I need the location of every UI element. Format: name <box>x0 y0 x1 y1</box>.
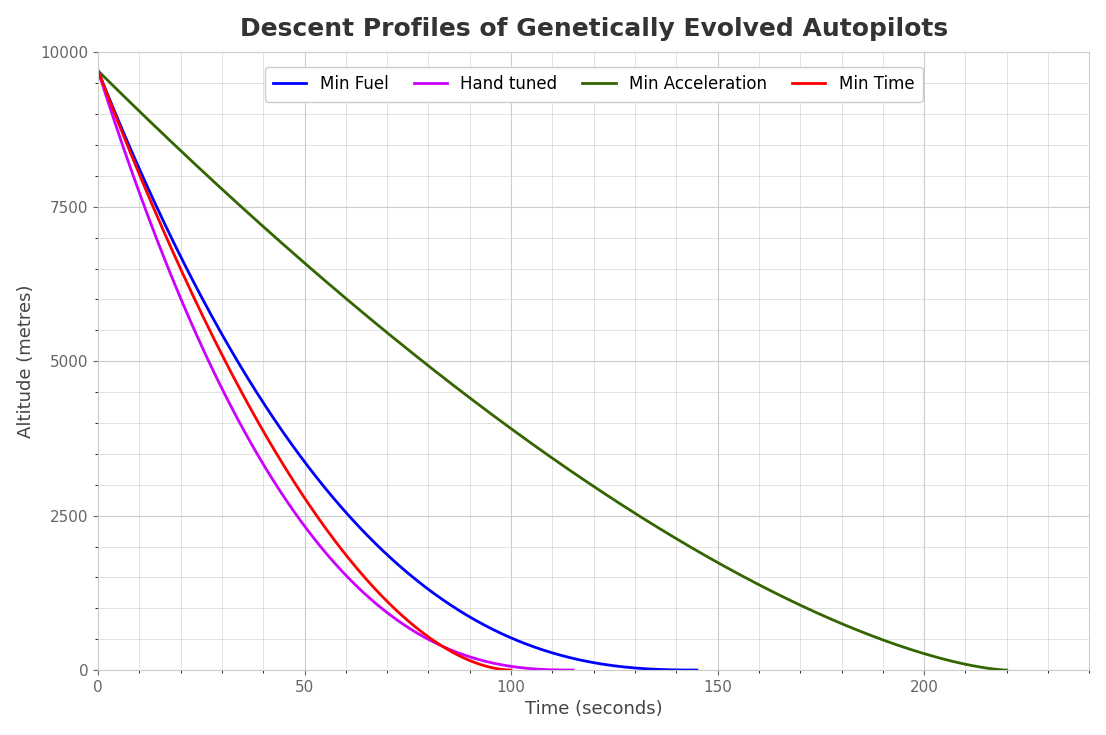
Min Fuel <box>153 208 166 217</box>
Hand tuned <box>140 208 154 217</box>
Min Time <box>504 666 518 675</box>
Min Time <box>134 172 147 181</box>
Hand tuned <box>283 501 296 510</box>
Min Fuel <box>92 66 105 75</box>
Y-axis label: Altitude (metres): Altitude (metres) <box>17 284 34 438</box>
Min Time <box>259 430 272 439</box>
Line: Min Fuel: Min Fuel <box>98 71 697 670</box>
Min Acceleration <box>492 415 505 423</box>
Hand tuned <box>418 633 431 642</box>
Min Fuel <box>570 655 583 664</box>
Min Fuel <box>334 501 347 510</box>
Min Acceleration <box>459 390 472 399</box>
Hand tuned <box>462 652 476 661</box>
Min Time <box>92 66 105 75</box>
Min Acceleration <box>185 156 198 165</box>
Min Fuel <box>690 666 703 675</box>
Min Acceleration <box>800 603 813 612</box>
Line: Hand tuned: Hand tuned <box>98 71 573 670</box>
Min Time <box>421 632 435 641</box>
Legend: Min Fuel, Hand tuned, Min Acceleration, Min Time: Min Fuel, Hand tuned, Min Acceleration, … <box>264 67 922 101</box>
Min Fuel <box>355 526 368 534</box>
Line: Min Acceleration: Min Acceleration <box>98 71 1006 670</box>
Min Acceleration <box>1000 666 1013 675</box>
Hand tuned <box>92 66 105 75</box>
Min Time <box>375 592 388 600</box>
Min Fuel <box>559 652 572 661</box>
Min Acceleration <box>92 66 105 75</box>
Title: Descent Profiles of Genetically Evolved Autopilots: Descent Profiles of Genetically Evolved … <box>240 17 948 40</box>
Hand tuned <box>301 526 314 534</box>
Min Acceleration <box>816 612 830 620</box>
Min Fuel <box>503 633 517 642</box>
Min Time <box>273 455 286 464</box>
Hand tuned <box>470 655 483 664</box>
Hand tuned <box>566 666 580 675</box>
X-axis label: Time (seconds): Time (seconds) <box>525 700 662 718</box>
Min Time <box>414 626 427 635</box>
Line: Min Time: Min Time <box>98 71 511 670</box>
Min Acceleration <box>716 561 729 570</box>
